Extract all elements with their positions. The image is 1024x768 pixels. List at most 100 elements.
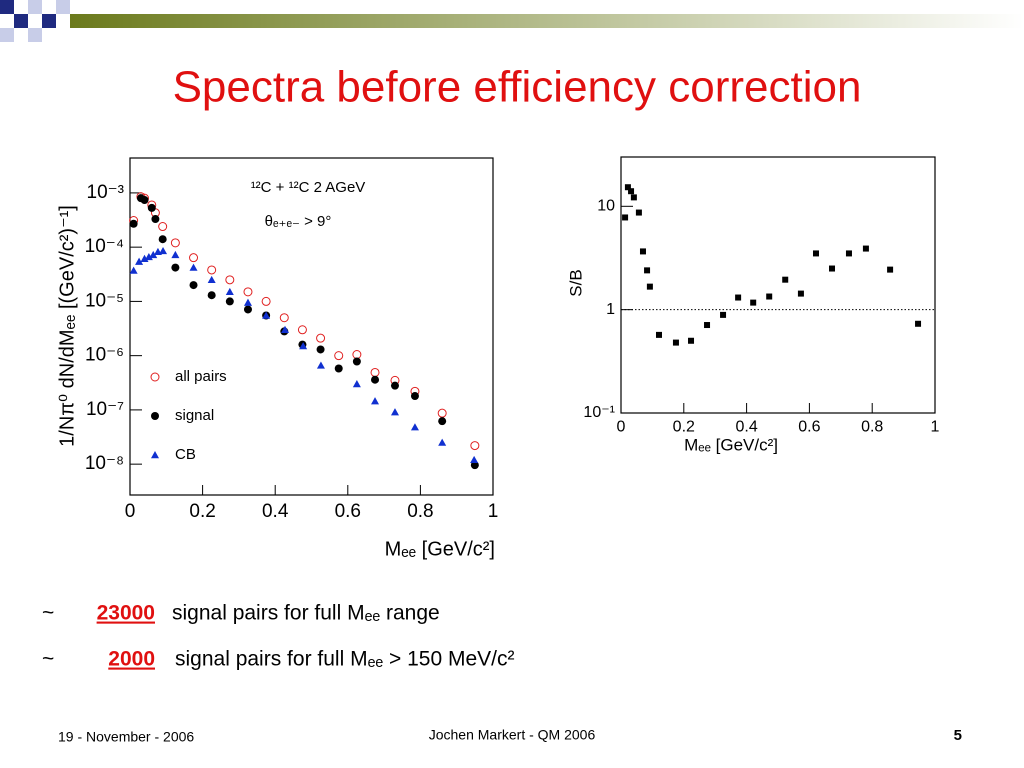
marker [171,263,180,272]
marker [151,215,160,224]
marker [334,364,343,373]
marker [639,248,646,255]
marker [297,325,307,335]
x-tick-label: 0.6 [798,419,820,436]
marker [225,275,235,285]
marker [129,219,138,228]
marker [628,188,635,195]
marker [158,235,167,244]
marker [281,325,290,333]
marker [171,250,180,259]
y-tick-label: 10⁻³ [87,182,125,203]
marker [410,392,419,401]
marker [672,339,679,346]
footer-page: 5 [954,727,962,744]
plot-frame [129,157,494,496]
marker [299,342,308,350]
marker [371,375,380,384]
marker [316,345,325,354]
marker [437,408,447,418]
y-tick-label: 10⁻¹ [583,404,615,421]
marker [140,254,149,263]
marker [438,438,447,446]
bullet-prefix: ~ [42,648,54,671]
marker [797,290,804,297]
marker [144,252,153,261]
marker [140,196,149,205]
marker [135,257,144,265]
marker [438,417,447,426]
x-tick-label: 0 [617,419,626,436]
marker [129,266,138,274]
annotation: θₑ₊ₑ₋ > 9° [265,213,332,230]
x-tick-label: 0.4 [735,419,757,436]
marker [207,291,216,300]
y-axis-label: S/B [566,269,585,296]
marker [371,397,380,405]
x-tick-label: 0.2 [189,501,215,522]
legend-marker [151,451,159,459]
marker [624,184,631,191]
marker [915,320,922,327]
marker [149,250,158,259]
y-tick-label: 10⁻⁸ [85,453,124,474]
y-axis-label: 1/Nπ⁰ dN/dMₑₑ [(GeV/c²)⁻¹] [56,205,78,447]
y-tick-label: 10⁻⁷ [86,399,124,420]
marker [279,313,289,323]
marker [189,281,198,290]
marker [159,246,168,255]
marker [766,293,773,300]
marker [189,253,199,263]
bullet-prefix: ~ [42,602,54,625]
footer-date: 19 - November - 2006 [58,729,194,745]
marker [470,461,479,470]
marker [635,209,642,216]
x-tick-label: 0.6 [335,501,361,522]
legend-marker [150,372,160,382]
marker [243,287,253,297]
legend-label: signal [175,407,214,424]
marker [225,297,234,306]
marker [316,333,326,343]
x-tick-label: 1 [931,419,940,436]
marker [782,276,789,283]
y-tick-label: 10⁻⁶ [85,345,124,366]
legend-marker [151,412,159,420]
slide-title: Spectra before efficiency correction [173,63,862,112]
marker [147,203,156,212]
marker [243,298,252,306]
marker [170,238,180,248]
y-tick-label: 10 [597,198,615,215]
bullets: ~23000 signal pairs for full Mₑₑ range ~ 20… [42,602,515,671]
marker [829,265,836,272]
bullet-text: signal pairs for full Mₑₑ range [172,602,440,625]
marker [334,351,344,361]
marker [750,299,757,306]
bullet-highlight: 23000 [97,602,155,625]
marker [622,214,629,221]
y-tick-label: 10⁻⁵ [85,290,124,311]
marker [262,311,271,319]
marker [470,441,480,451]
x-tick-label: 0.8 [407,501,433,522]
marker [352,380,361,388]
marker [352,357,361,366]
marker [207,275,216,284]
y-tick-label: 10⁻⁴ [85,236,124,257]
bullet-text: signal pairs for full Mₑₑ > 150 MeV/c² [175,648,515,671]
marker [887,266,894,273]
marker [644,267,651,274]
marker [410,423,419,431]
marker [655,331,662,338]
x-axis-label: Mₑₑ [GeV/c²] [385,538,495,560]
marker [352,350,362,360]
marker [845,250,852,257]
marker [630,194,637,201]
marker [470,455,479,464]
x-tick-label: 1 [488,501,499,522]
x-tick-label: 0 [125,501,136,522]
marker [812,250,819,257]
marker [720,311,727,318]
marker [688,337,695,344]
